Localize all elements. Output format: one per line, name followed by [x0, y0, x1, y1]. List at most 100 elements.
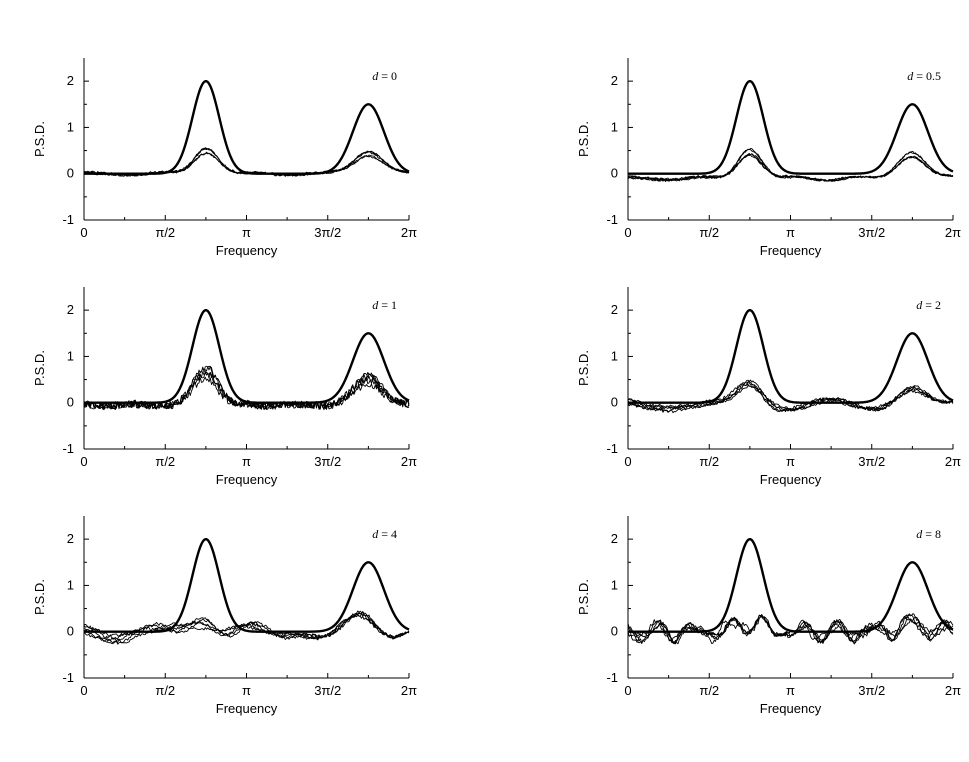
x-tick-label: π — [242, 225, 251, 240]
y-tick-label: 1 — [67, 348, 74, 363]
panel-annotation: d = 0 — [372, 69, 397, 83]
y-tick-label: 0 — [611, 166, 618, 181]
x-tick-label: 2π — [945, 225, 961, 240]
x-tick-label: 2π — [401, 454, 417, 469]
x-tick-label: 0 — [80, 225, 87, 240]
x-tick-label: π/2 — [155, 683, 175, 698]
x-tick-label: 3π/2 — [858, 683, 885, 698]
psd-panel-1: -1 0 1 2 0 π/2 π 3π/2 2π Frequency P.S.D. d = 0 — [32, 58, 417, 258]
x-tick-label: π — [786, 225, 795, 240]
x-tick-label: 0 — [624, 225, 631, 240]
annotation-value: = 0 — [378, 69, 397, 83]
y-tick-label: 0 — [611, 624, 618, 639]
y-tick-label: 1 — [611, 577, 618, 592]
estimated-psd-line — [83, 613, 410, 645]
psd-panel-3: -1 0 1 2 0 π/2 π 3π/2 2π Frequency P.S.D. d = 1 — [32, 287, 417, 487]
x-tick-label: 3π/2 — [314, 454, 341, 469]
x-tick-label: 0 — [80, 683, 87, 698]
x-tick-label: π/2 — [699, 225, 719, 240]
x-tick-label: 2π — [401, 683, 417, 698]
y-axis-label: P.S.D. — [576, 121, 591, 157]
psd-panel-6: -1 0 1 2 0 π/2 π 3π/2 2π Frequency P.S.D. d = 8 — [576, 516, 961, 716]
panel-annotation: d = 2 — [916, 298, 941, 312]
y-tick-label: 2 — [611, 531, 618, 546]
annotation-variable: d — [916, 527, 923, 541]
x-tick-label: π — [786, 683, 795, 698]
y-tick-label: 0 — [67, 166, 74, 181]
x-tick-label: 3π/2 — [858, 225, 885, 240]
psd-panel-2: -1 0 1 2 0 π/2 π 3π/2 2π Frequency P.S.D. d = 0.5 — [576, 58, 961, 258]
y-tick-label: 0 — [67, 624, 74, 639]
psd-panel-4: -1 0 1 2 0 π/2 π 3π/2 2π Frequency P.S.D. d = 2 — [576, 287, 961, 487]
x-tick-label: 2π — [945, 683, 961, 698]
annotation-variable: d — [372, 69, 379, 83]
y-axis-label: P.S.D. — [32, 350, 47, 386]
annotation-value: = 2 — [922, 298, 941, 312]
y-tick-label: 1 — [611, 119, 618, 134]
x-tick-label: π/2 — [155, 454, 175, 469]
x-tick-label: 3π/2 — [314, 683, 341, 698]
true-psd-line — [628, 309, 954, 404]
panel-annotation: d = 4 — [372, 527, 397, 541]
panel-annotation: d = 0.5 — [907, 69, 941, 83]
x-tick-label: 0 — [80, 454, 87, 469]
x-tick-label: π/2 — [155, 225, 175, 240]
estimated-psd-line — [627, 152, 954, 182]
x-tick-label: 3π/2 — [314, 225, 341, 240]
annotation-value: = 1 — [378, 298, 397, 312]
annotation-value: = 4 — [378, 527, 397, 541]
true-psd-line — [84, 80, 410, 175]
x-tick-label: 0 — [624, 683, 631, 698]
estimated-psd-line — [627, 383, 954, 413]
x-axis-label: Frequency — [760, 701, 822, 716]
x-axis-label: Frequency — [216, 701, 278, 716]
psd-panel-5: -1 0 1 2 0 π/2 π 3π/2 2π Frequency P.S.D. d = 4 — [32, 516, 417, 716]
y-tick-label: -1 — [606, 212, 618, 227]
x-axis-label: Frequency — [216, 243, 278, 258]
y-tick-label: -1 — [606, 670, 618, 685]
x-tick-label: 0 — [624, 454, 631, 469]
y-axis-label: P.S.D. — [32, 121, 47, 157]
x-axis-label: Frequency — [216, 472, 278, 487]
x-tick-label: π/2 — [699, 454, 719, 469]
x-tick-label: π — [786, 454, 795, 469]
x-tick-label: 2π — [945, 454, 961, 469]
y-tick-label: -1 — [62, 670, 74, 685]
y-axis-label: P.S.D. — [576, 350, 591, 386]
estimated-psd-line — [83, 614, 410, 641]
estimated-psd-line — [627, 613, 954, 645]
x-tick-label: π — [242, 683, 251, 698]
y-axis-label: P.S.D. — [32, 579, 47, 615]
x-tick-label: π/2 — [699, 683, 719, 698]
estimated-psd-line — [627, 613, 954, 644]
y-tick-label: 0 — [67, 395, 74, 410]
y-tick-label: 2 — [67, 531, 74, 546]
estimated-psd-line — [627, 154, 954, 182]
y-tick-label: 2 — [67, 302, 74, 317]
y-tick-label: 2 — [67, 73, 74, 88]
y-tick-label: -1 — [606, 441, 618, 456]
x-tick-label: 2π — [401, 225, 417, 240]
panel-annotation: d = 8 — [916, 527, 941, 541]
annotation-value: = 8 — [922, 527, 941, 541]
annotation-variable: d — [372, 298, 379, 312]
x-tick-label: 3π/2 — [858, 454, 885, 469]
x-axis-label: Frequency — [760, 472, 822, 487]
y-tick-label: 1 — [67, 577, 74, 592]
estimated-psd-line — [627, 380, 954, 412]
panel-annotation: d = 1 — [372, 298, 397, 312]
y-tick-label: 2 — [611, 73, 618, 88]
true-psd-line — [628, 80, 954, 175]
y-tick-label: 0 — [611, 395, 618, 410]
true-psd-line — [84, 538, 410, 633]
x-axis-label: Frequency — [760, 243, 822, 258]
annotation-variable: d — [372, 527, 379, 541]
y-tick-label: 2 — [611, 302, 618, 317]
y-tick-label: -1 — [62, 212, 74, 227]
annotation-variable: d — [907, 69, 914, 83]
annotation-value: = 0.5 — [913, 69, 941, 83]
estimated-psd-line — [627, 153, 954, 182]
y-tick-label: 1 — [67, 119, 74, 134]
y-tick-label: 1 — [611, 348, 618, 363]
